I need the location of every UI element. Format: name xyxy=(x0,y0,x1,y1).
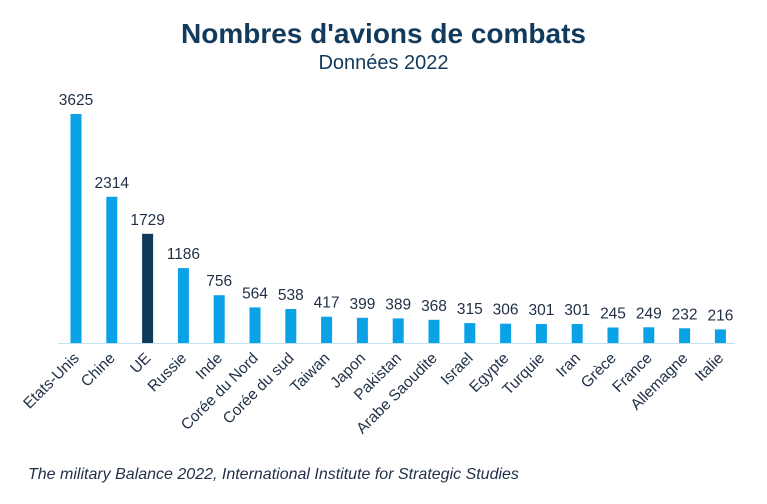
bar-allemagne xyxy=(679,328,691,343)
data-label: 301 xyxy=(564,302,590,319)
bar-italie xyxy=(714,329,726,343)
bar-cor-e-du-sud xyxy=(285,309,297,343)
data-label: 306 xyxy=(493,302,519,319)
bar-ue xyxy=(142,233,154,343)
bar-israel xyxy=(464,323,476,343)
data-label: 564 xyxy=(242,285,268,302)
data-label: 3625 xyxy=(59,92,93,109)
x-tick-label: Chine xyxy=(78,350,119,391)
data-label: 249 xyxy=(636,305,662,322)
data-label: 1729 xyxy=(130,212,164,229)
x-tick-label: Iran xyxy=(553,350,584,381)
bar-egypte xyxy=(500,323,512,343)
bar-inde xyxy=(213,295,225,343)
bar-iran xyxy=(571,324,583,343)
bar-chine xyxy=(106,196,118,343)
bar-pakistan xyxy=(392,318,404,343)
x-tick-label: Taiwan xyxy=(287,350,333,396)
data-label: 756 xyxy=(206,273,232,290)
data-label: 216 xyxy=(707,307,733,324)
x-tick-label: Etats-Unis xyxy=(20,350,83,413)
chart-title: Nombres d'avions de combats xyxy=(181,18,586,49)
bar-etats-unis xyxy=(70,114,82,343)
data-label: 538 xyxy=(278,287,304,304)
bar-france xyxy=(643,327,655,343)
bar-cor-e-du-nord xyxy=(249,307,261,343)
chart-subtitle: Données 2022 xyxy=(318,52,449,74)
data-label: 2314 xyxy=(95,175,130,192)
x-tick-label: Russie xyxy=(145,350,191,396)
data-label: 245 xyxy=(600,306,626,323)
data-label: 1186 xyxy=(167,246,200,263)
bar-turquie xyxy=(535,324,547,343)
data-label: 399 xyxy=(349,296,375,313)
bar-arabe-saoudite xyxy=(428,319,440,343)
bar-japon xyxy=(356,317,368,343)
data-label: 232 xyxy=(672,306,698,323)
data-label: 417 xyxy=(314,295,340,312)
bar-russie xyxy=(177,268,189,343)
bar-gr-ce xyxy=(607,327,619,343)
source-note: The military Balance 2022, International… xyxy=(28,466,519,483)
x-tick-label: UE xyxy=(127,350,154,377)
data-label: 389 xyxy=(385,296,411,313)
x-tick-label: Italie xyxy=(692,350,727,385)
data-label: 315 xyxy=(457,301,483,318)
bar-taiwan xyxy=(321,316,333,343)
data-label: 301 xyxy=(528,302,554,319)
data-label: 368 xyxy=(421,298,447,315)
